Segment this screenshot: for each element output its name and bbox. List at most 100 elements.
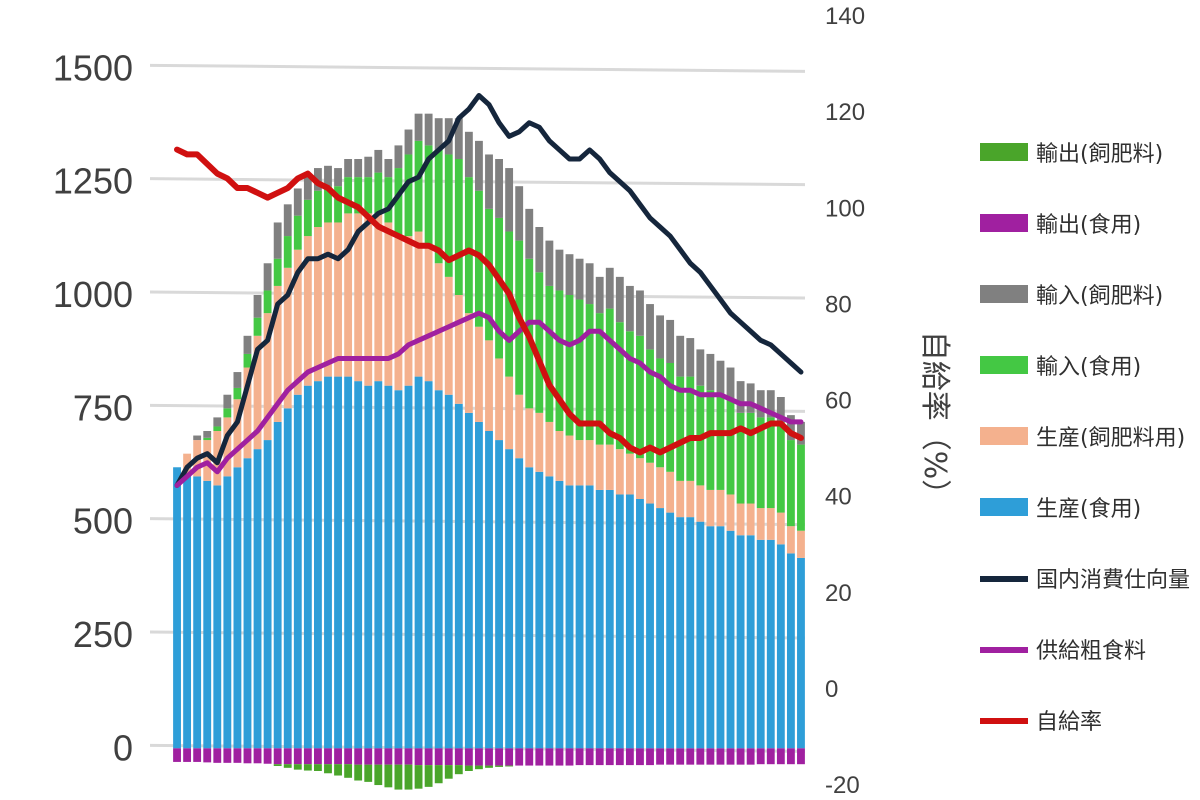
bar-segment bbox=[706, 748, 715, 765]
bar-segment bbox=[656, 467, 664, 509]
bar-segment bbox=[756, 390, 765, 418]
bar-segment bbox=[263, 440, 272, 749]
bar-segment bbox=[243, 335, 252, 354]
bar-segment bbox=[303, 385, 312, 749]
bar-segment bbox=[283, 764, 292, 768]
bar-segment bbox=[263, 313, 272, 441]
bar-segment bbox=[535, 471, 544, 749]
bar-segment bbox=[223, 417, 232, 477]
bar-segment bbox=[374, 381, 383, 749]
bar-segment bbox=[696, 748, 705, 765]
right-tick-label: 80 bbox=[825, 291, 852, 318]
bar-segment bbox=[253, 748, 262, 764]
legend-label: 輸入(飼肥料) bbox=[1036, 284, 1163, 309]
bar-segment bbox=[515, 186, 524, 241]
bar-segment bbox=[555, 431, 564, 481]
bar-segment bbox=[495, 440, 503, 749]
bar-segment bbox=[303, 748, 312, 765]
bar-segment bbox=[384, 177, 393, 223]
bar-segment bbox=[575, 485, 584, 749]
bar-segment bbox=[495, 765, 503, 767]
bar-segment bbox=[585, 304, 594, 441]
bar-segment bbox=[243, 748, 252, 764]
bar-segment bbox=[646, 304, 654, 350]
bar-segment bbox=[414, 113, 423, 141]
bar-segment bbox=[565, 254, 574, 295]
bar-segment bbox=[575, 258, 584, 300]
bar-segment bbox=[193, 476, 202, 749]
bar-segment bbox=[505, 765, 514, 767]
bar-segment bbox=[303, 174, 312, 200]
bar-segment bbox=[786, 415, 795, 441]
bar-segment bbox=[726, 530, 735, 749]
bar-segment bbox=[575, 299, 584, 441]
bar-segment bbox=[183, 476, 192, 749]
bar-segment bbox=[394, 390, 403, 749]
bar-segment bbox=[233, 467, 242, 749]
bar-segment bbox=[595, 444, 604, 490]
bar-segment bbox=[404, 764, 413, 790]
legend-swatch bbox=[980, 214, 1028, 232]
bar-segment bbox=[213, 748, 222, 763]
bar-segment bbox=[666, 363, 675, 472]
bar-segment bbox=[786, 526, 795, 554]
bar-segment bbox=[273, 258, 282, 286]
bar-segment bbox=[364, 764, 373, 782]
bar-segment bbox=[344, 213, 353, 377]
bar-segment bbox=[263, 290, 272, 314]
bar-segment bbox=[324, 222, 332, 377]
bar-segment bbox=[766, 539, 775, 749]
bar-segment bbox=[384, 159, 393, 178]
bar-segment bbox=[475, 748, 483, 766]
bar-segment bbox=[344, 159, 353, 178]
bar-segment bbox=[686, 480, 695, 518]
bar-segment bbox=[686, 517, 695, 749]
bar-segment bbox=[746, 503, 755, 536]
left-tick-label: 500 bbox=[73, 501, 133, 542]
bar-segment bbox=[283, 748, 292, 765]
bar-segment bbox=[203, 480, 212, 749]
bar-segment bbox=[273, 764, 282, 767]
bar-segment bbox=[223, 476, 232, 749]
bar-segment bbox=[444, 394, 453, 749]
bar-segment bbox=[303, 199, 312, 237]
bar-segment bbox=[293, 249, 302, 395]
bar-segment bbox=[485, 431, 493, 749]
bar-segment bbox=[424, 765, 433, 787]
bar-segment bbox=[797, 748, 805, 765]
bar-segment bbox=[293, 188, 302, 216]
legend-swatch bbox=[980, 285, 1028, 303]
bar-segment bbox=[434, 765, 443, 784]
bar-segment bbox=[213, 485, 222, 749]
bar-segment bbox=[293, 764, 302, 770]
bar-segment bbox=[776, 748, 785, 765]
bar-segment bbox=[565, 295, 574, 436]
bar-segment bbox=[676, 376, 685, 481]
bar-segment bbox=[615, 748, 624, 766]
bar-segment bbox=[364, 748, 373, 765]
bar-segment bbox=[625, 748, 634, 766]
bar-segment bbox=[213, 426, 222, 431]
bar-segment bbox=[776, 397, 785, 422]
bar-segment bbox=[756, 508, 765, 540]
bar-segment bbox=[183, 748, 192, 762]
bar-segment bbox=[726, 367, 735, 400]
bar-segment bbox=[464, 131, 473, 178]
bar-segment bbox=[424, 245, 433, 382]
bar-segment bbox=[213, 417, 222, 427]
bar-segment bbox=[716, 489, 725, 527]
bar-segment bbox=[615, 494, 624, 749]
bar-segment bbox=[243, 367, 252, 459]
bar-segment bbox=[716, 526, 725, 749]
bar-segment bbox=[766, 748, 775, 765]
bar-segment bbox=[535, 272, 544, 413]
legend: 輸出(飼肥料) 輸出(食用) 輸入(飼肥料) 輸入(食用) 生産(飼肥料用) 生産(食用)… bbox=[980, 142, 1190, 735]
bar-segment bbox=[625, 285, 634, 332]
bar-segment bbox=[555, 748, 564, 766]
series-line bbox=[174, 93, 804, 488]
bar-segment bbox=[766, 508, 775, 540]
bar-segment bbox=[766, 390, 775, 418]
series-line bbox=[174, 146, 804, 456]
bar-segment bbox=[384, 764, 393, 788]
